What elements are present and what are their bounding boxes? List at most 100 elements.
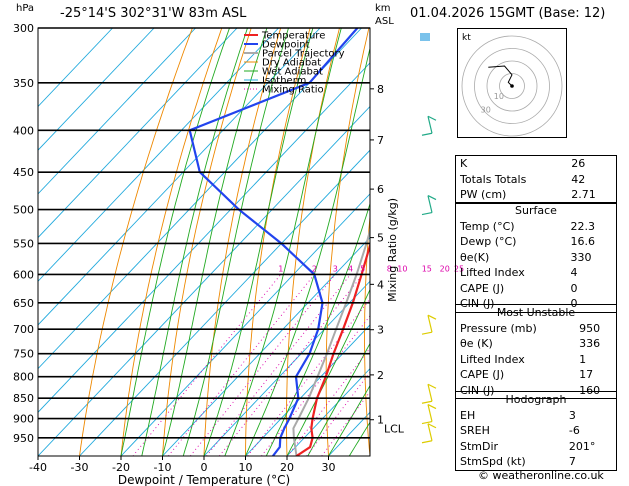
surface-row: θe(K) 330 bbox=[460, 250, 592, 264]
parcel-trajectory-line bbox=[292, 226, 370, 456]
surface-row: Temp (°C) 22.3 bbox=[460, 219, 595, 233]
pressure-tick-label: 850 bbox=[13, 392, 34, 405]
index-table-top: K 26 Totals Totals 42 PW (cm) 2.71 bbox=[455, 155, 617, 204]
lcl-label: LCL bbox=[384, 422, 405, 435]
mixing-ratio-label: 20 bbox=[440, 264, 450, 273]
mu-row: Pressure (mb) 950 bbox=[460, 321, 601, 335]
pressure-tick-label: 750 bbox=[13, 348, 34, 361]
wind-barb bbox=[421, 400, 433, 404]
isotherm-line bbox=[38, 62, 370, 413]
x-axis-label: Dewpoint / Temperature (°C) bbox=[118, 473, 290, 486]
wind-barb bbox=[427, 423, 437, 429]
pressure-tick-label: 600 bbox=[13, 268, 34, 281]
most-unstable-title: Most Unstable bbox=[496, 306, 576, 320]
temp-tick-label: 20 bbox=[280, 461, 294, 474]
wind-barb bbox=[427, 383, 437, 389]
mixing-ratio-line bbox=[190, 274, 336, 456]
temp-tick-label: 0 bbox=[201, 461, 208, 474]
dry-adiabat-line bbox=[120, 28, 223, 456]
pressure-tick-label: 350 bbox=[13, 77, 34, 90]
wind-barb bbox=[427, 195, 433, 213]
copyright: © weatheronline.co.uk bbox=[478, 469, 604, 482]
pressure-tick-label: 650 bbox=[13, 297, 34, 310]
hodograph-unit-label: kt bbox=[462, 33, 471, 43]
km-tick-label: 5 bbox=[377, 232, 384, 245]
mixing-ratio-axis-label: Mixing Ratio (g/kg) bbox=[386, 198, 399, 302]
legend-label: Wet Adiabat bbox=[262, 67, 323, 78]
hodograph-ring bbox=[461, 35, 563, 137]
wind-barb bbox=[421, 331, 433, 335]
temp-tick-label: -10 bbox=[154, 461, 172, 474]
isotherm-line bbox=[38, 28, 113, 108]
isotherm-line bbox=[162, 236, 370, 456]
km-tick-label: 2 bbox=[377, 369, 384, 382]
hodograph-ring-label: 30 bbox=[481, 105, 491, 114]
isotherm-line bbox=[38, 28, 238, 239]
legend-label: Parcel Trajectory bbox=[262, 49, 345, 60]
hodograph-ring-label: 10 bbox=[494, 92, 504, 101]
surface-table: Surface Temp (°C) 22.3 Dewp (°C) 16.6 θe(K… bbox=[455, 202, 617, 313]
isotherm-line bbox=[79, 149, 370, 456]
pressure-tick-label: 450 bbox=[13, 166, 34, 179]
hodograph-frame bbox=[457, 28, 567, 138]
location-title: -25°14'S 302°31'W 83m ASL bbox=[60, 6, 247, 21]
datetime-title: 01.04.2026 15GMT (Base: 12) bbox=[410, 6, 606, 21]
wind-barb bbox=[421, 132, 433, 136]
mixing-ratio-label: 2 bbox=[312, 264, 317, 273]
isotherm-line bbox=[38, 105, 370, 456]
legend-label: Dewpoint bbox=[262, 40, 310, 51]
isotherm-line bbox=[120, 193, 370, 456]
isotherm-line bbox=[38, 28, 279, 282]
temp-tick-label: -20 bbox=[112, 461, 130, 474]
hodograph-title: Hodograph bbox=[505, 393, 567, 407]
isotherm-line bbox=[38, 28, 321, 326]
hodograph-ring bbox=[499, 73, 525, 99]
dry-adiabat-line bbox=[79, 28, 193, 456]
km-label: km bbox=[375, 3, 391, 14]
most-unstable-table: Most Unstable Pressure (mb) 950 θe (K) 336… bbox=[455, 304, 617, 399]
asl-label: ASL bbox=[375, 16, 394, 27]
wet-adiabat-line bbox=[120, 28, 230, 456]
wet-adiabat-line bbox=[328, 384, 370, 456]
isotherm-line bbox=[38, 28, 196, 195]
wind-barb bbox=[427, 116, 433, 134]
hodograph-ring bbox=[474, 48, 550, 124]
temp-tick-label: 10 bbox=[239, 461, 253, 474]
wet-adiabat-line bbox=[162, 28, 268, 456]
mu-row: CIN (J) 160 bbox=[460, 383, 601, 397]
hodo-row: StmSpd (kt) 7 bbox=[460, 455, 576, 469]
legend-label: Temperature bbox=[261, 31, 325, 42]
isotherm-line bbox=[38, 28, 155, 151]
index-row-tt: Totals Totals 42 bbox=[460, 172, 586, 186]
dry-adiabat-line bbox=[402, 28, 428, 456]
pressure-tick-label: 700 bbox=[13, 323, 34, 336]
pressure-tick-label: 800 bbox=[13, 371, 34, 384]
hodo-row: StmDir 201° bbox=[460, 439, 596, 453]
surface-row: CAPE (J) 0 bbox=[460, 281, 578, 295]
wind-barb bbox=[421, 212, 433, 216]
hodograph-ring bbox=[486, 60, 538, 112]
isotherm-line bbox=[286, 367, 370, 456]
wind-barb bbox=[427, 384, 433, 402]
wind-barb bbox=[427, 404, 437, 410]
wind-barb bbox=[427, 195, 437, 201]
pressure-tick-label: 950 bbox=[13, 432, 34, 445]
mixing-ratio-label: 10 bbox=[397, 264, 407, 273]
surface-title: Surface bbox=[515, 204, 557, 218]
hpa-label: hPa bbox=[16, 3, 35, 14]
legend-label: Isotherm bbox=[262, 76, 306, 87]
surface-row: CIN (J) 0 bbox=[460, 297, 578, 311]
mixing-ratio-label: 8 bbox=[387, 264, 392, 273]
temp-tick-label: -30 bbox=[71, 461, 89, 474]
mixing-ratio-label: 25 bbox=[454, 264, 464, 273]
mu-row: CAPE (J) 17 bbox=[460, 368, 594, 382]
hodo-row: SREH -6 bbox=[460, 424, 580, 438]
mixing-ratio-label: 4 bbox=[348, 264, 353, 273]
wind-barb bbox=[427, 315, 433, 333]
pressure-tick-label: 500 bbox=[13, 204, 34, 217]
temp-tick-label: -40 bbox=[29, 461, 47, 474]
index-row-pw: PW (cm) 2.71 bbox=[460, 188, 596, 202]
wind-barb bbox=[427, 314, 437, 320]
mixing-ratio-label: 3 bbox=[333, 264, 338, 273]
